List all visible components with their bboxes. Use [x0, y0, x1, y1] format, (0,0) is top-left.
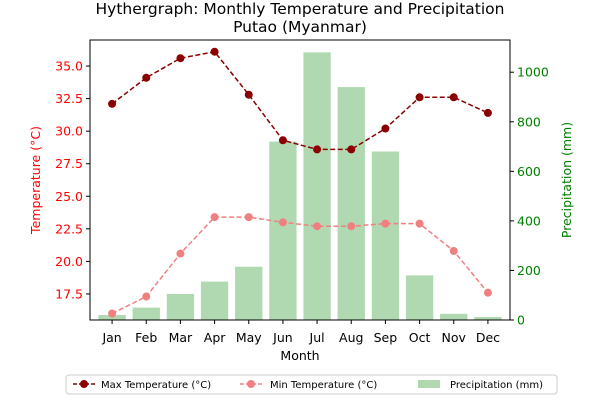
min-temp-point-jul	[313, 222, 322, 231]
x-axis: Jan Feb Mar Apr May Jun Jul Aug Sep Oct Nov Dec	[101, 320, 500, 345]
right-y-tick-label: 1000	[517, 65, 549, 80]
right-y-axis-label: Precipitation (mm)	[559, 122, 574, 238]
legend: Max Temperature (°C) Min Temperature (°C…	[65, 374, 558, 395]
x-tick-label: Feb	[135, 330, 157, 345]
precip-bar-feb	[132, 307, 160, 320]
min-temp-point-feb	[142, 292, 151, 301]
max-temp-point-aug	[347, 145, 356, 154]
left-y-tick-label: 27.5	[55, 156, 83, 171]
left-y-tick-label: 35.0	[55, 59, 83, 74]
left-y-axis: 17.5 20.0 22.5 25.0 27.5 30.0 32.5 35.0	[55, 59, 90, 301]
x-tick-label: Apr	[204, 330, 226, 345]
max-temp-point-apr	[210, 47, 219, 56]
right-y-tick-label: 400	[517, 213, 541, 228]
legend-min-marker	[247, 380, 255, 388]
left-y-tick-label: 25.0	[55, 189, 83, 204]
max-temp-point-dec	[483, 108, 492, 117]
min-temp-point-oct	[415, 219, 424, 228]
x-tick-label: May	[236, 330, 262, 345]
legend-precip-swatch	[418, 380, 440, 388]
min-temp-point-jan	[108, 309, 117, 318]
max-temp-point-oct	[415, 93, 424, 102]
chart-title: Hythergraph: Monthly Temperature and Pre…	[96, 0, 505, 18]
precip-bar-nov	[440, 313, 468, 320]
legend-precip-label: Precipitation (mm)	[450, 380, 543, 391]
max-temp-line	[111, 50, 489, 151]
max-temp-point-may	[244, 90, 253, 99]
precip-bar-jun	[269, 141, 297, 320]
x-tick-label: Dec	[476, 330, 500, 345]
precip-bar-jan	[98, 315, 126, 320]
right-y-tick-label: 200	[517, 263, 541, 278]
chart-subtitle: Putao (Myanmar)	[233, 18, 367, 36]
legend-frame	[65, 374, 558, 395]
x-tick-label: Jun	[272, 330, 293, 345]
x-tick-label: Aug	[339, 330, 363, 345]
min-temp-point-aug	[347, 222, 356, 231]
min-temp-point-apr	[210, 213, 219, 222]
x-tick-label: Jan	[101, 330, 121, 345]
x-tick-label: Sep	[374, 330, 398, 345]
legend-min-label: Min Temperature (°C)	[270, 380, 377, 391]
precip-bar-dec	[474, 317, 502, 320]
min-temp-line	[111, 216, 489, 315]
max-temp-point-sep	[381, 124, 390, 133]
precipitation-bars	[98, 52, 502, 321]
min-temp-point-mar	[176, 249, 185, 258]
precip-bar-apr	[200, 281, 229, 320]
legend-max-marker	[80, 380, 88, 388]
right-y-tick-label: 600	[517, 164, 541, 179]
max-temp-point-nov	[449, 93, 458, 102]
precip-bar-jul	[303, 52, 331, 321]
max-temp-point-jul	[313, 145, 322, 154]
right-y-tick-label: 0	[517, 313, 525, 328]
precip-bar-mar	[166, 293, 195, 320]
x-tick-label: Mar	[169, 330, 193, 345]
max-temp-point-mar	[176, 54, 185, 63]
min-temp-point-dec	[483, 288, 492, 297]
min-temp-point-sep	[381, 219, 390, 228]
min-temp-point-jun	[278, 218, 287, 227]
plot-frame	[89, 39, 511, 321]
left-y-tick-label: 20.0	[55, 254, 83, 269]
precip-bar-oct	[405, 275, 434, 320]
precip-bar-sep	[371, 151, 400, 320]
left-y-tick-label: 17.5	[55, 286, 83, 301]
max-temp-point-jun	[278, 136, 287, 145]
precip-bar-may	[235, 266, 263, 320]
x-axis-label: Month	[280, 348, 319, 363]
max-temp-point-jan	[108, 99, 117, 108]
min-temp-point-nov	[449, 246, 458, 255]
x-tick-label: Nov	[442, 330, 467, 345]
x-tick-label: Jul	[309, 330, 325, 345]
x-tick-label: Oct	[409, 330, 431, 345]
left-y-tick-label: 30.0	[55, 124, 83, 139]
min-temp-point-may	[244, 213, 253, 222]
max-temp-point-feb	[142, 73, 151, 82]
temperature-lines	[108, 47, 492, 318]
right-y-axis: 0 200 400 600 800 1000	[510, 65, 549, 328]
right-y-tick-label: 800	[517, 114, 541, 129]
left-y-tick-label: 22.5	[55, 221, 83, 236]
precip-bar-aug	[337, 87, 365, 320]
legend-max-label: Max Temperature (°C)	[101, 380, 211, 391]
left-y-axis-label: Temperature (°C)	[28, 126, 43, 235]
left-y-tick-label: 32.5	[55, 91, 83, 106]
